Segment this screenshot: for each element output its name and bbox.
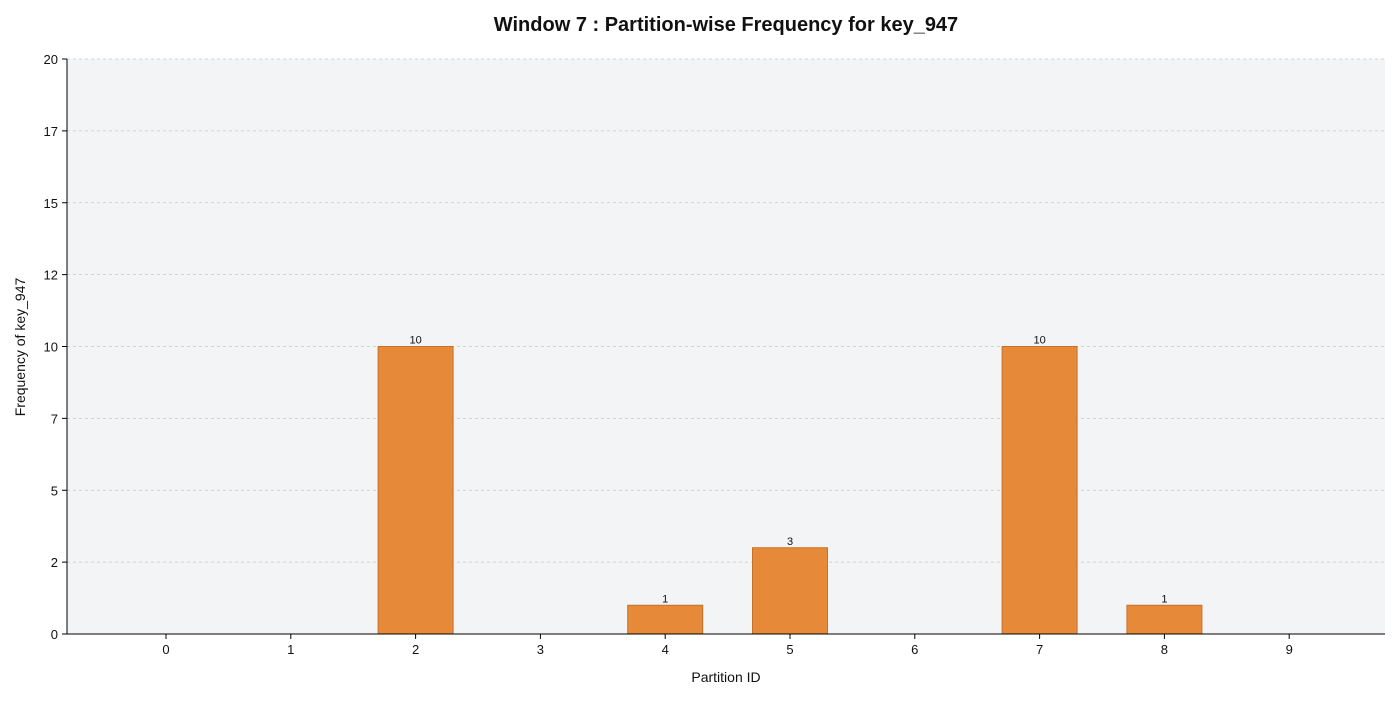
x-tick-label: 6: [911, 642, 918, 657]
x-tick-label: 8: [1161, 642, 1168, 657]
y-axis-label: Frequency of key_947: [12, 278, 28, 417]
y-tick-label: 20: [44, 52, 58, 67]
x-tick-label: 0: [162, 642, 169, 657]
x-tick-label: 9: [1286, 642, 1293, 657]
x-tick-label: 7: [1036, 642, 1043, 657]
y-ticks: 0 2 5 7 10 12 15 17 20: [44, 52, 67, 642]
x-axis-label: Partition ID: [691, 669, 760, 685]
data-labels: 10 1 3 10 1: [409, 335, 1167, 606]
y-tick-label: 17: [44, 124, 58, 139]
bar-partition-8: [1126, 604, 1203, 635]
y-tick-label: 0: [51, 627, 58, 642]
data-label-partition-4: 1: [662, 593, 668, 605]
data-label-partition-5: 3: [787, 536, 793, 548]
y-tick-label: 10: [44, 340, 58, 355]
bar-partition-4: [627, 604, 704, 635]
bar-partition-5: [752, 547, 828, 635]
x-tick-label: 2: [412, 642, 419, 657]
x-tick-label: 4: [662, 642, 669, 657]
y-tick-label: 5: [51, 483, 58, 498]
bar-partition-7: [1001, 346, 1078, 635]
chart-title: Window 7 : Partition-wise Frequency for …: [494, 14, 958, 36]
data-label-partition-2: 10: [409, 335, 421, 347]
x-tick-label: 1: [287, 642, 294, 657]
y-tick-label: 12: [44, 268, 58, 283]
y-tick-label: 15: [44, 196, 58, 211]
bar-partition-2: [377, 346, 454, 635]
x-ticks: 0 1 2 3 4 5 6 7 8 9: [162, 634, 1293, 657]
grid-lines: [67, 58, 1385, 563]
bars: [377, 346, 1203, 635]
y-tick-label: 2: [51, 555, 58, 570]
y-tick-label: 7: [51, 411, 58, 426]
data-label-partition-8: 1: [1161, 593, 1167, 605]
x-tick-label: 3: [537, 642, 544, 657]
plot-background: [67, 59, 1385, 634]
x-tick-label: 5: [786, 642, 793, 657]
data-label-partition-7: 10: [1033, 335, 1045, 347]
